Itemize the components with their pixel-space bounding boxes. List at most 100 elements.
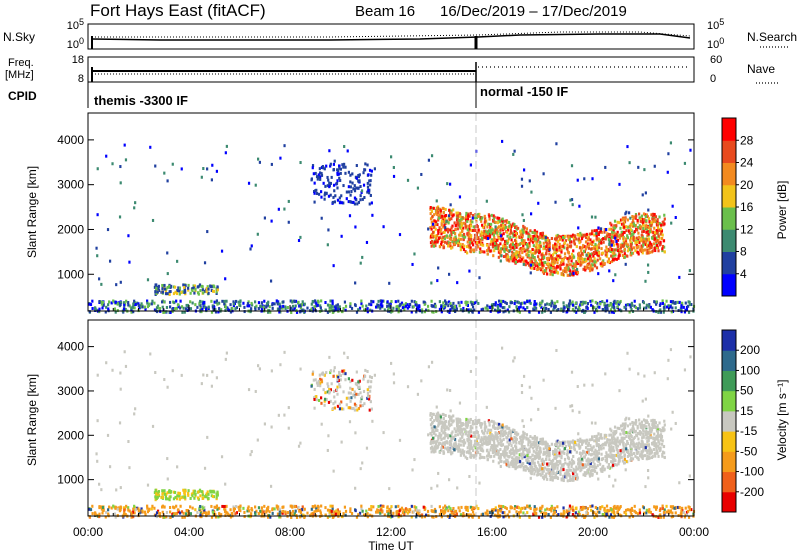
power-cell <box>456 213 459 217</box>
power-cell <box>215 290 218 294</box>
power-cell <box>118 215 122 219</box>
power-cell <box>467 214 470 218</box>
power-cell <box>570 234 573 238</box>
power-cell <box>599 241 602 245</box>
power-cell <box>466 245 469 249</box>
power-cell <box>353 189 357 193</box>
power-cell <box>570 198 574 202</box>
power-cell <box>537 244 540 248</box>
power-cell <box>629 238 632 242</box>
power-cell <box>520 238 524 242</box>
power-cell <box>199 299 202 303</box>
power-cell <box>613 219 617 223</box>
power-cell <box>549 256 552 260</box>
velocity-cell <box>652 426 655 430</box>
power-cell <box>610 223 613 227</box>
power-cell <box>503 254 507 258</box>
freq-right-tick-bottom: 0 <box>710 73 716 85</box>
velocity-cell <box>634 446 637 450</box>
power-cell <box>434 220 437 224</box>
velocity-cell <box>566 449 569 453</box>
power-cell <box>354 281 357 285</box>
power-cell <box>608 304 611 308</box>
velocity-cell <box>572 461 576 465</box>
velocity-cell <box>442 441 445 445</box>
power-cell <box>551 253 555 257</box>
power-cell <box>656 222 659 226</box>
power-cell <box>176 303 180 307</box>
velocity-cell <box>603 436 606 440</box>
power-cell <box>227 308 230 312</box>
velocity-cell <box>515 449 518 453</box>
velocity-cell <box>510 437 513 441</box>
power-cell <box>198 283 202 287</box>
power-cell <box>133 301 137 305</box>
power-cell <box>452 305 455 309</box>
power-cell <box>646 243 649 247</box>
velocity-cell <box>530 472 533 476</box>
power-cell <box>443 223 446 227</box>
velocity-cell <box>465 417 468 421</box>
velocity-cell <box>617 460 620 464</box>
power-cell <box>430 210 434 214</box>
power-cell <box>507 258 510 262</box>
velocity-cell <box>449 417 452 421</box>
velocity-cell <box>439 435 442 439</box>
power-cell <box>438 226 441 230</box>
power-cell <box>448 310 451 314</box>
power-cell <box>577 237 581 241</box>
velocity-cell <box>650 429 653 433</box>
power-cell <box>537 201 540 205</box>
power-cell <box>562 304 565 308</box>
power-cell <box>330 175 333 179</box>
power-cell <box>266 310 270 314</box>
power-cell <box>629 240 632 244</box>
power-cell <box>530 258 533 262</box>
power-cell <box>349 185 352 189</box>
power-cell <box>351 172 354 176</box>
velocity-cell <box>582 473 585 477</box>
power-cell <box>692 307 695 311</box>
power-cell <box>520 229 523 233</box>
velocity-cell <box>522 430 525 434</box>
power-cell <box>558 245 561 249</box>
velocity-cell <box>518 464 521 468</box>
power-cell <box>439 211 442 215</box>
velocity-cell <box>527 443 530 447</box>
power-cell <box>168 284 171 288</box>
velocity-cell <box>437 437 440 441</box>
power-cell <box>563 241 566 245</box>
velocity-cell <box>546 467 550 471</box>
velocity-cell <box>433 425 436 429</box>
velocity-cell <box>642 424 645 428</box>
power-cell <box>445 234 448 238</box>
power-cell <box>202 291 205 295</box>
velocity-cell <box>472 431 475 435</box>
power-cell <box>481 250 484 254</box>
power-cell <box>462 248 466 252</box>
power-cell <box>498 310 501 314</box>
power-cell <box>578 246 582 250</box>
power-cell <box>216 288 219 292</box>
power-cell <box>504 223 507 227</box>
velocity-cell <box>455 417 458 421</box>
power-cell <box>430 244 433 248</box>
velocity-cell <box>526 467 530 471</box>
power-cell <box>638 224 641 228</box>
velocity-cell <box>472 444 476 448</box>
velocity-cell <box>636 434 639 438</box>
power-cell <box>343 162 346 166</box>
power-cell <box>497 310 500 314</box>
power-cell <box>569 244 572 248</box>
velocity-cell <box>537 450 540 454</box>
power-cell <box>545 269 548 273</box>
power-cell <box>199 305 202 309</box>
velocity-cell <box>594 448 597 452</box>
power-cell <box>542 247 545 251</box>
power-cell <box>457 237 460 241</box>
power-cell <box>541 254 544 258</box>
velocity-cell <box>480 425 483 429</box>
power-cell <box>473 249 476 253</box>
power-cell <box>571 233 575 237</box>
velocity-cell <box>663 451 666 455</box>
